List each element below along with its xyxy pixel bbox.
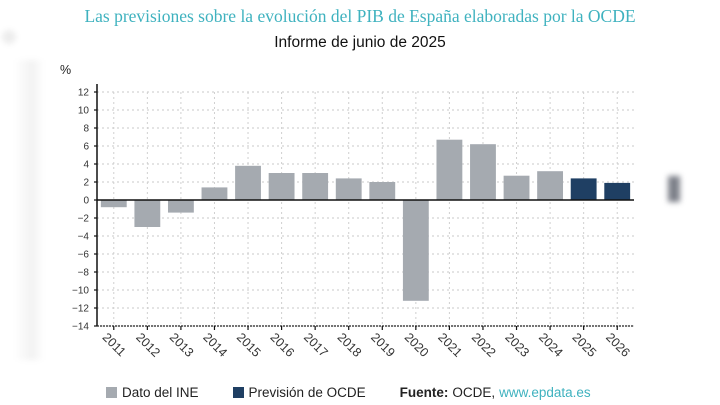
bar-2024 [537, 171, 564, 200]
source-label: Fuente: [399, 385, 449, 400]
bar-2025 [570, 178, 597, 200]
source-text: OCDE, [452, 385, 496, 400]
bar-2014 [201, 187, 228, 200]
source-note: Fuente: OCDE, www.epdata.es [400, 385, 591, 400]
x-tick-label: 2023 [502, 330, 532, 360]
bar-2022 [470, 144, 496, 200]
bar-2026 [604, 182, 631, 200]
legend-label-ine: Dato del INE [122, 385, 199, 400]
y-tick-labels: 12 10 8 6 4 2 0 −2 −4 −6 −8 −10 −12 −14 [72, 88, 89, 333]
y-tick-label: −2 [78, 214, 90, 225]
x-tick-label: 2020 [402, 330, 432, 360]
bar-2011 [100, 200, 127, 208]
bar-2018 [335, 178, 362, 200]
background-blur [2, 30, 16, 44]
y-tick-label: 2 [83, 178, 89, 189]
legend-item-ocde: Previsión de OCDE [232, 385, 366, 400]
y-axis-label: % [60, 63, 72, 77]
legend: Dato del INE Previsión de OCDE Fuente: OC… [106, 385, 591, 400]
bar-2012 [134, 200, 161, 227]
x-tick-label: 2013 [167, 330, 197, 360]
bar-2017 [302, 173, 329, 200]
y-tick-label: 0 [83, 196, 89, 207]
x-tick-label: 2017 [301, 330, 331, 360]
background-blur [14, 60, 44, 360]
bar-2015 [235, 165, 261, 200]
legend-label-ocde: Previsión de OCDE [248, 385, 366, 400]
bar-2020 [402, 200, 429, 301]
source-link[interactable]: www.epdata.es [499, 385, 591, 400]
x-tick-label: 2022 [469, 330, 499, 360]
bars [100, 139, 631, 301]
background-blur [668, 176, 680, 202]
x-tick-label: 2021 [435, 330, 465, 360]
y-tick-label: −10 [72, 286, 89, 297]
x-tick-label: 2016 [267, 330, 297, 360]
x-tick-label: 2024 [536, 330, 566, 360]
y-tick-label: 12 [78, 88, 90, 99]
axes [94, 84, 634, 330]
x-tick-label: 2018 [335, 330, 365, 360]
x-tick-label: 2025 [570, 330, 600, 360]
x-tick-labels: 2011 2012 2013 2014 2015 2016 2017 2018 2019 2020… [100, 330, 633, 360]
y-tick-label: −8 [78, 268, 90, 279]
x-tick-label: 2019 [368, 330, 398, 360]
chart-subtitle: Informe de junio de 2025 [274, 34, 446, 51]
bar-2019 [369, 182, 396, 200]
bar-2023 [503, 175, 530, 200]
y-tick-label: −4 [78, 232, 90, 243]
legend-swatch-ocde [232, 387, 244, 398]
bar-2016 [268, 173, 295, 200]
bar-2013 [167, 200, 194, 213]
y-tick-label: 8 [83, 124, 89, 135]
y-tick-label: 10 [78, 106, 90, 117]
x-tick-label: 2026 [603, 330, 633, 360]
legend-swatch-ine [106, 387, 117, 398]
y-tick-label: −14 [72, 322, 89, 333]
x-tick-label: 2014 [200, 330, 230, 360]
x-tick-label: 2012 [133, 330, 163, 360]
x-tick-label: 2011 [100, 330, 129, 359]
legend-item-ine: Dato del INE [106, 385, 199, 400]
y-tick-label: 4 [83, 160, 89, 171]
x-tick-label: 2015 [234, 330, 264, 360]
y-tick-label: −6 [78, 250, 90, 261]
chart-title: Las previsiones sobre la evolución del P… [84, 6, 636, 26]
bar-2021 [436, 139, 463, 200]
y-tick-label: 6 [83, 142, 89, 153]
y-tick-label: −12 [72, 304, 89, 315]
